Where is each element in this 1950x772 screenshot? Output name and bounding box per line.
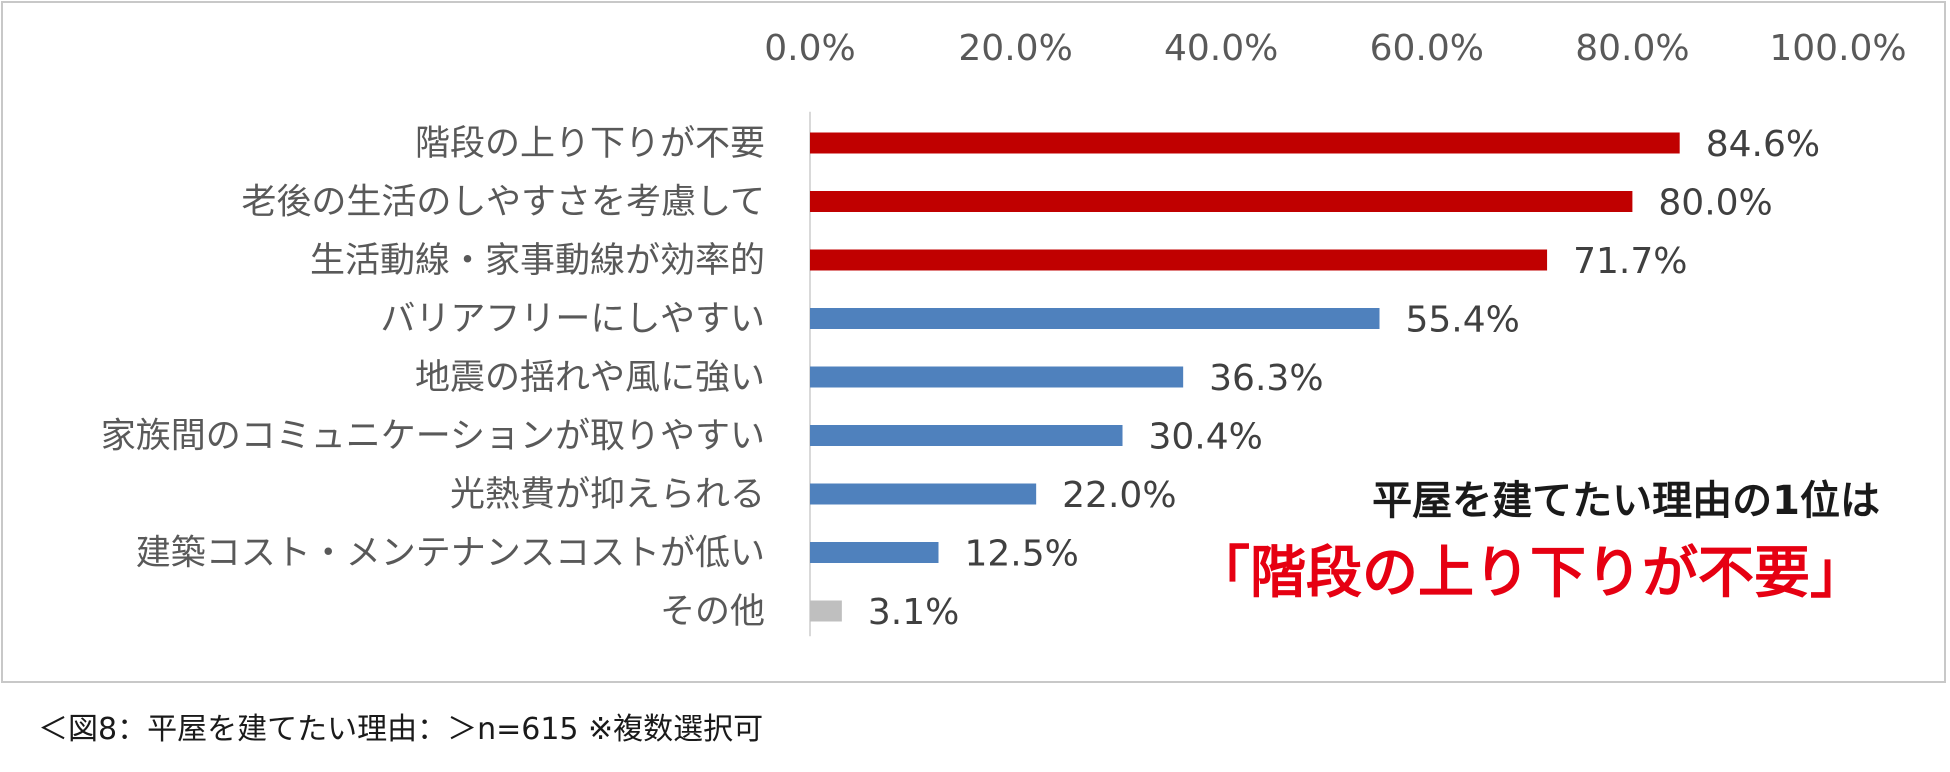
x-tick-label: 40.0% xyxy=(1164,28,1278,69)
x-tick-label: 0.0% xyxy=(764,28,855,69)
bar xyxy=(810,308,1380,329)
value-label: 55.4% xyxy=(1406,300,1520,341)
bar xyxy=(810,191,1633,212)
value-label: 36.3% xyxy=(1209,358,1323,399)
x-tick-label: 100.0% xyxy=(1769,28,1906,69)
value-label: 84.6% xyxy=(1706,124,1820,165)
x-tick-label: 80.0% xyxy=(1575,28,1689,69)
value-label: 80.0% xyxy=(1658,183,1772,224)
bar xyxy=(810,542,939,563)
value-label: 71.7% xyxy=(1573,241,1687,282)
x-axis-ticks: 0.0% 20.0% 40.0% 60.0% 80.0% 100.0% xyxy=(764,28,1906,69)
category-label: 家族間のコミュニケーションが取りやすい xyxy=(101,417,765,457)
category-label: 老後の生活のしやすさを考慮して xyxy=(241,183,765,223)
category-label: 地震の揺れや風に強い xyxy=(415,358,765,398)
annotation-subtitle: 平屋を建てたい理由の1位は xyxy=(1372,478,1880,524)
category-label: 光熱費が抑えられる xyxy=(450,475,765,515)
category-labels: 階段の上り下りが不要老後の生活のしやすさを考慮して生活動線・家事動線が効率的バリ… xyxy=(101,124,765,632)
value-label: 30.4% xyxy=(1149,417,1263,458)
value-label: 12.5% xyxy=(965,534,1079,575)
bar xyxy=(810,366,1184,388)
category-label: 階段の上り下りが不要 xyxy=(415,124,765,164)
bar xyxy=(810,483,1037,505)
figure-caption: ＜図8：平屋を建てたい理由：＞n=615 ※複数選択可 xyxy=(38,712,764,747)
value-labels: 84.6% 80.0% 71.7% 55.4% 36.3% 30.4% 22.0% 12.5%… xyxy=(868,124,1820,633)
bars xyxy=(810,132,1680,622)
bar xyxy=(810,249,1548,271)
category-label: 生活動線・家事動線が効率的 xyxy=(310,241,765,281)
annotation-highlight: 「階段の上り下りが不要」 xyxy=(1194,541,1866,606)
bar xyxy=(810,425,1123,446)
bar xyxy=(810,132,1680,154)
chart-frame xyxy=(1,1,1946,683)
x-tick-label: 60.0% xyxy=(1370,28,1484,69)
value-label: 3.1% xyxy=(868,592,959,633)
x-tick-label: 20.0% xyxy=(958,28,1072,69)
category-label: その他 xyxy=(660,592,765,632)
category-label: 建築コスト・メンテナンスコストが低い xyxy=(136,534,765,574)
bar-chart: 0.0% 20.0% 40.0% 60.0% 80.0% 100.0% 階段の上り下りが不… xyxy=(101,28,1907,637)
bar xyxy=(810,600,842,622)
value-label: 22.0% xyxy=(1062,475,1176,516)
category-label: バリアフリーにしやすい xyxy=(380,300,765,340)
